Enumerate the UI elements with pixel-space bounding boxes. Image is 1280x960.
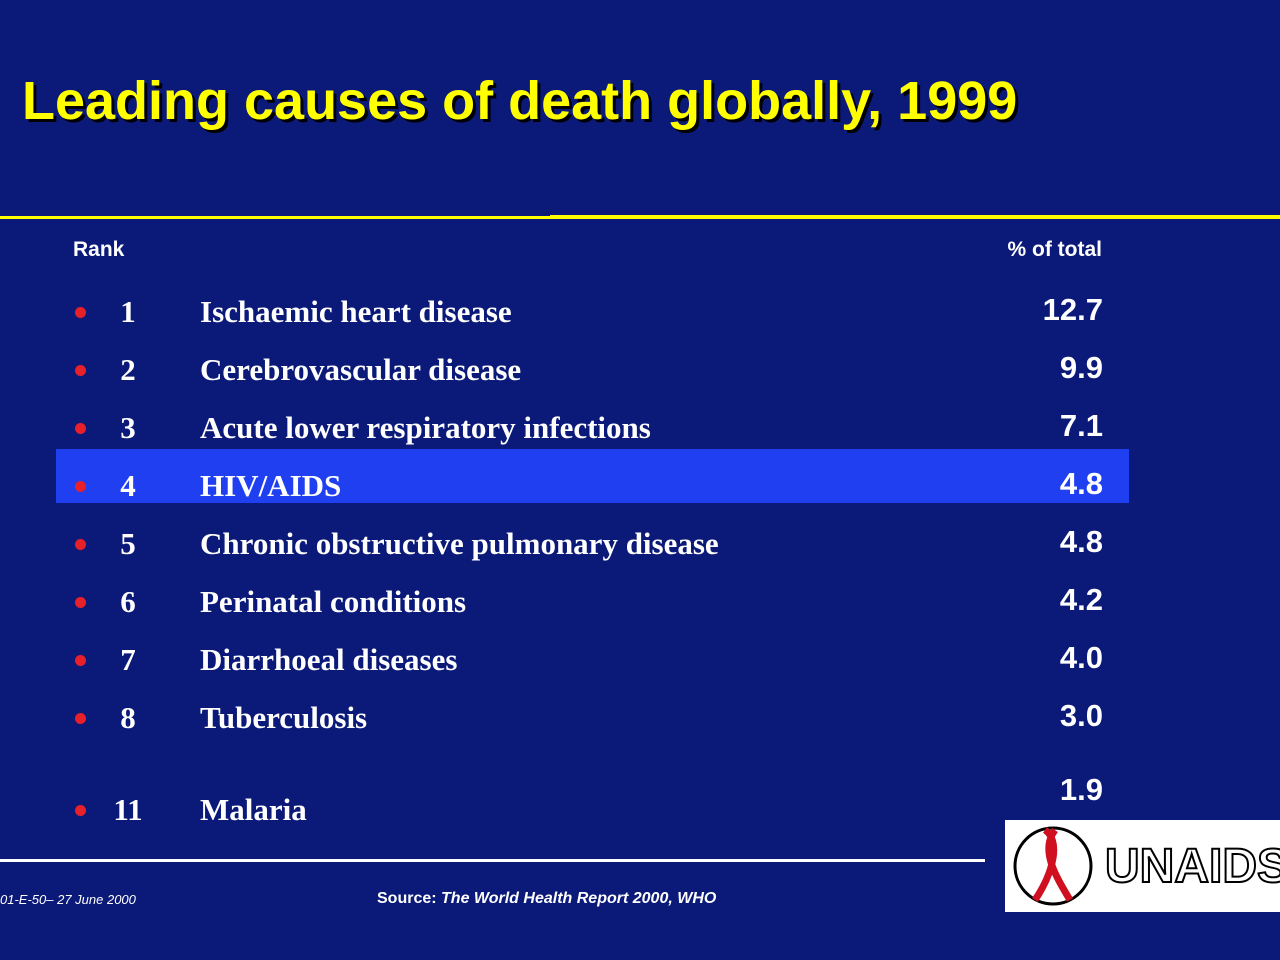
rule: [0, 859, 985, 862]
rank: 3: [120, 410, 136, 445]
logo-text: UNAIDS: [1105, 840, 1280, 893]
cause: Ischaemic heart disease: [200, 294, 512, 329]
rank: 4: [120, 468, 136, 503]
cause: Cerebrovascular disease: [200, 352, 522, 387]
percent: 9.9: [1059, 350, 1103, 385]
bullet: [75, 713, 86, 724]
cause: HIV/AIDS: [200, 468, 342, 503]
percent: 4.2: [1059, 582, 1103, 617]
bullet: [75, 539, 86, 550]
rank: 8: [120, 700, 136, 735]
percent: 4.0: [1059, 640, 1103, 675]
bullet: [75, 423, 86, 434]
bullet: [75, 481, 86, 492]
bullet: [75, 805, 86, 816]
footer-source: Source: The World Health Report 2000, WH…: [377, 890, 716, 908]
percent-header: % of total: [1007, 238, 1103, 261]
source: The World Health Report 2000, WHO: [441, 890, 717, 907]
rank: 7: [120, 642, 136, 677]
percent: 4.8: [1059, 466, 1103, 501]
title: Leading causes of death globally, 1999: [22, 71, 1018, 131]
percent: 1.9: [1059, 772, 1103, 807]
cause: Acute lower respiratory infections: [200, 410, 651, 445]
rank-header: Rank: [73, 238, 125, 261]
bullet: [75, 655, 86, 666]
percent: 12.7: [1042, 292, 1103, 327]
source-label: Source:: [377, 890, 437, 907]
rank: 5: [120, 526, 136, 561]
cause: Perinatal conditions: [200, 584, 467, 619]
rank: 6: [120, 584, 136, 619]
rank: 11: [113, 792, 143, 827]
percent: 3.0: [1059, 698, 1103, 733]
cause: Tuberculosis: [200, 700, 368, 735]
row-highlight: [56, 449, 1129, 503]
percent: 4.8: [1059, 524, 1103, 559]
rank: 1: [120, 294, 136, 329]
cause: Chronic obstructive pulmonary disease: [200, 526, 719, 561]
logo-graphic: UNAIDS: [1013, 826, 1280, 906]
bullet: [75, 597, 86, 608]
percent: 7.1: [1059, 408, 1103, 443]
rule: [0, 216, 550, 219]
bullet: [75, 307, 86, 318]
footer-code: 01-E-50– 27 June 2000: [0, 892, 136, 907]
cause: Malaria: [200, 792, 307, 827]
logo: UNAIDS: [1005, 820, 1280, 912]
cause: Diarrhoeal diseases: [200, 642, 458, 677]
rule: [550, 215, 1280, 219]
bullet: [75, 365, 86, 376]
rank: 2: [120, 352, 136, 387]
